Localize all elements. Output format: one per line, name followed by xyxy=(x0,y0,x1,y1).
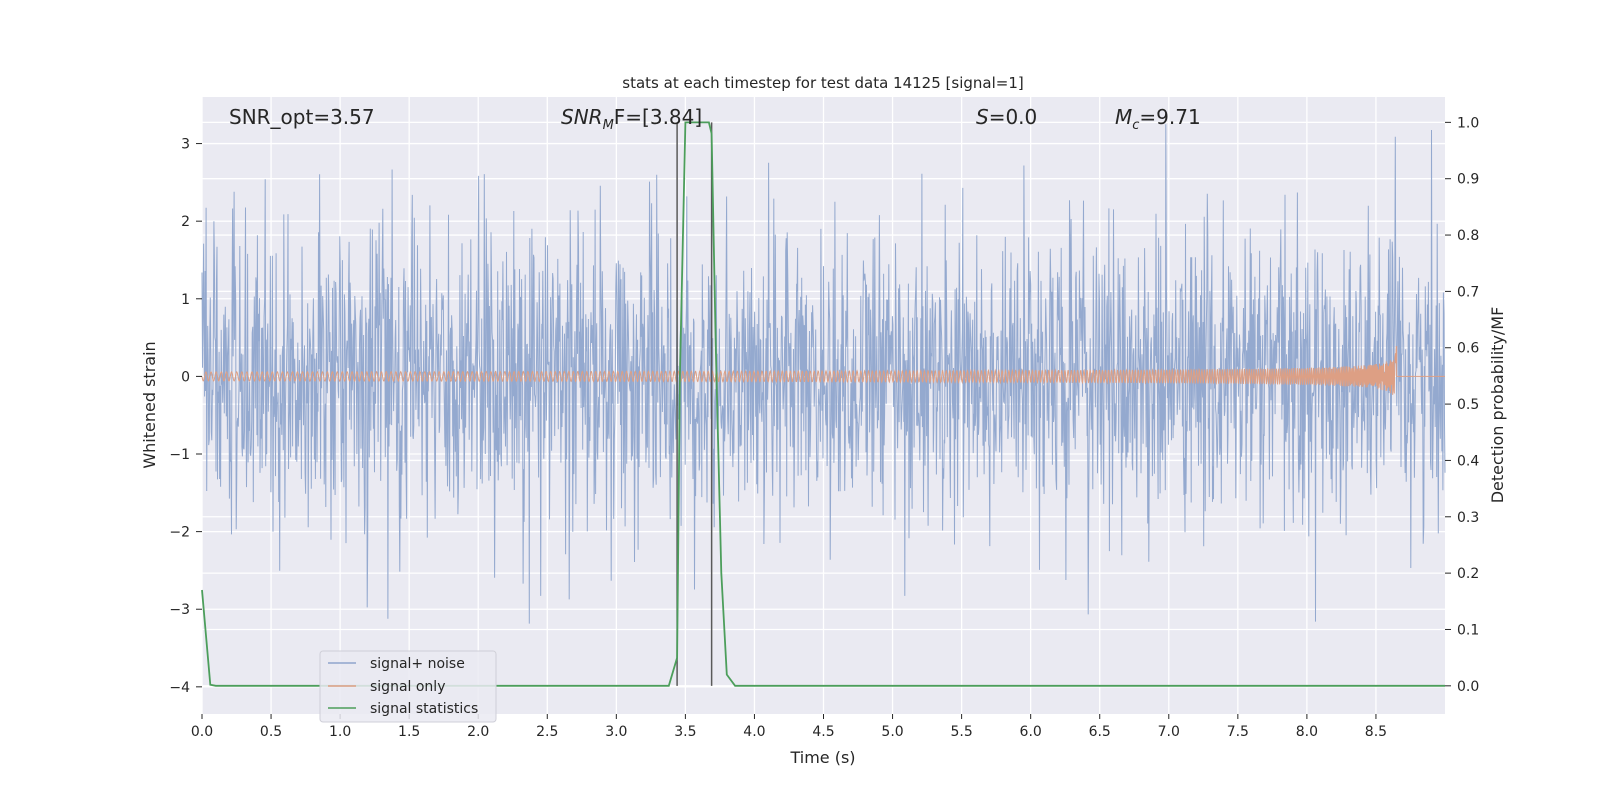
y-right-tick-label: 1.0 xyxy=(1457,115,1479,131)
y-left-tick-label: −2 xyxy=(169,525,190,541)
x-tick-label: 8.5 xyxy=(1365,724,1387,740)
y-right-tick-label: 0.3 xyxy=(1457,510,1479,526)
y-right-tick-label: 0.1 xyxy=(1457,622,1479,638)
y-right-tick-label: 0.2 xyxy=(1457,566,1479,582)
chart-title: stats at each timestep for test data 141… xyxy=(622,74,1023,92)
x-tick-label: 1.0 xyxy=(329,724,351,740)
x-tick-label: 5.5 xyxy=(950,724,972,740)
legend-label-signal-statistics: signal statistics xyxy=(370,701,478,717)
y-right-tick-label: 0.7 xyxy=(1457,284,1479,300)
x-tick-label: 2.5 xyxy=(536,724,558,740)
snr-opt-annotation: SNR_opt=3.57 xyxy=(229,105,375,129)
y-left-axis-label: Whitened strain xyxy=(140,341,159,468)
signal-only-line xyxy=(201,346,1445,395)
mc-value: =9.71 xyxy=(1139,105,1200,129)
snr-mf-name: SNR xyxy=(561,105,603,129)
y-left-tick-label: 2 xyxy=(181,214,190,230)
x-axis-label: Time (s) xyxy=(789,748,855,767)
snr-mf-subscript: M xyxy=(603,118,614,133)
y-right-tick-label: 0.5 xyxy=(1457,397,1479,413)
mc-annotation: Mc=9.71 xyxy=(1115,105,1201,133)
y-right-tick-label: 0.9 xyxy=(1457,172,1479,188)
x-tick-label: 7.5 xyxy=(1227,724,1249,740)
x-tick-label: 5.0 xyxy=(881,724,903,740)
mc-name: M xyxy=(1115,105,1132,129)
s-value: =0.0 xyxy=(989,105,1038,129)
x-tick-label: 1.5 xyxy=(398,724,420,740)
x-tick-label: 4.0 xyxy=(743,724,765,740)
x-tick-label: 6.5 xyxy=(1089,724,1111,740)
x-tick-label: 3.5 xyxy=(674,724,696,740)
x-tick-label: 6.0 xyxy=(1020,724,1042,740)
signal-statistics-trace xyxy=(201,121,1445,687)
y-right-tick-label: 0.8 xyxy=(1457,228,1479,244)
y-left-tick-label: 3 xyxy=(181,137,190,153)
x-tick-label: 2.0 xyxy=(467,724,489,740)
snr-mf-annotation: SNRMF=[3.84] xyxy=(561,105,702,133)
x-tick-label: 7.0 xyxy=(1158,724,1180,740)
y-left-tick-label: 0 xyxy=(181,369,190,385)
legend-label-signal-only: signal only xyxy=(370,679,445,695)
y-left-tick-label: 1 xyxy=(181,292,190,308)
y-right-tick-label: 0.6 xyxy=(1457,341,1479,357)
signal-statistics-line xyxy=(201,121,1445,687)
s-name: S xyxy=(976,105,989,129)
y-right-axis-label: Detection probability/MF xyxy=(1488,307,1507,504)
y-left-tick-label: −1 xyxy=(169,447,190,463)
x-tick-label: 4.5 xyxy=(812,724,834,740)
x-tick-label: 8.0 xyxy=(1296,724,1318,740)
snr-mf-value: F=[3.84] xyxy=(614,105,702,129)
y-left-axis-ticks: 3 2 1 0 −1 −2 −3 −4 xyxy=(169,137,202,696)
x-axis-ticks: 0.0 0.5 1.0 1.5 2.0 2.5 3.0 3.5 4.0 4.5 5.0 5.5 6.0 6… xyxy=(191,714,1387,740)
legend-box xyxy=(319,650,497,723)
legend-label-signal-noise: signal+ noise xyxy=(370,656,465,672)
legend: signal+ noise signal only signal statist… xyxy=(319,650,497,723)
y-left-tick-label: −3 xyxy=(169,602,190,618)
x-tick-label: 0.5 xyxy=(260,724,282,740)
signal-plus-noise-line xyxy=(201,124,1446,624)
signal-plus-noise-trace xyxy=(201,124,1446,624)
y-right-tick-label: 0.0 xyxy=(1457,679,1479,695)
y-right-axis-ticks: 1.0 0.9 0.8 0.7 0.6 0.5 0.4 0.3 0.2 0.1 0.0 xyxy=(1445,115,1479,695)
y-right-tick-label: 0.4 xyxy=(1457,453,1479,469)
x-tick-label: 3.0 xyxy=(605,724,627,740)
signal-only-trace xyxy=(201,346,1445,395)
mc-subscript: c xyxy=(1132,118,1139,133)
s-annotation: S=0.0 xyxy=(976,105,1037,129)
y-left-tick-label: −4 xyxy=(169,680,190,696)
x-tick-label: 0.0 xyxy=(191,724,213,740)
